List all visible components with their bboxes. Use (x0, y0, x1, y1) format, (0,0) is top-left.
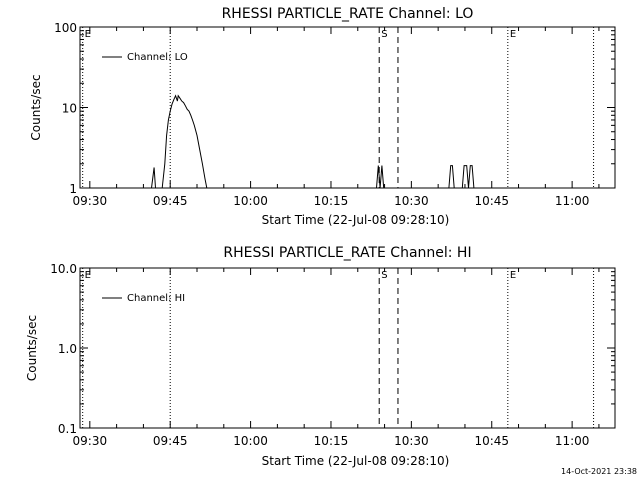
chart-2-x-axis-label: Start Time (22-Jul-08 09:28:10) (262, 454, 450, 468)
chart-1-marker-label: E (510, 29, 516, 40)
chart-1-marker-label: E (85, 29, 91, 40)
chart-1-x-tick-label: 09:45 (153, 194, 188, 208)
chart-1-legend-label: Channel: LO (127, 52, 188, 63)
chart-1-x-tick-label: 09:30 (73, 194, 108, 208)
chart-2-x-tick-label: 10:15 (314, 434, 349, 448)
chart-2-x-tick-label: 11:00 (555, 434, 590, 448)
chart-2-x-tick-label: 10:45 (474, 434, 509, 448)
chart-1-y-tick-label: 10 (62, 102, 77, 116)
chart-2-x-tick-label: 10:00 (233, 434, 268, 448)
generation-timestamp: 14-Oct-2021 23:38 (561, 467, 637, 476)
chart-1-series-line (461, 165, 475, 189)
chart-1-x-axis-label: Start Time (22-Jul-08 09:28:10) (262, 213, 450, 227)
chart-1-marker-label: S (381, 29, 387, 40)
chart-1-x-tick-label: 10:45 (474, 194, 509, 208)
chart-1-x-tick-label: 10:30 (394, 194, 429, 208)
chart-1-x-tick-label: 11:00 (555, 194, 590, 208)
chart-2-plot-frame (79, 267, 616, 429)
chart-2-y-tick-label: 10.0 (50, 262, 77, 276)
chart-1-series-line (448, 165, 455, 189)
chart-2-x-tick-label: 09:45 (153, 434, 188, 448)
chart-2-x-tick-label: 10:30 (394, 434, 429, 448)
chart-1-y-axis-label: Counts/sec (29, 74, 43, 140)
chart-2-y-tick-label: 1.0 (58, 342, 77, 356)
chart-2-marker-label: E (85, 270, 91, 281)
chart-2-marker-label: E (510, 270, 516, 281)
chart-1-series-line (161, 94, 208, 189)
chart-1-series-line (151, 167, 156, 189)
chart-1-title: RHESSI PARTICLE_RATE Channel: LO (222, 6, 474, 22)
chart-2-y-tick-label: 0.1 (58, 422, 77, 436)
chart-1-x-tick-label: 10:15 (314, 194, 349, 208)
chart-1-series-line (376, 165, 385, 189)
chart-1-y-tick-label: 100 (54, 21, 77, 35)
chart-2-y-axis-label: Counts/sec (25, 315, 39, 381)
chart-1-x-tick-label: 10:00 (233, 194, 268, 208)
chart-1-y-tick-label: 1 (69, 182, 77, 196)
chart-2-legend-label: Channel: HI (127, 293, 185, 304)
chart-2-x-tick-label: 09:30 (73, 434, 108, 448)
chart-2-title: RHESSI PARTICLE_RATE Channel: HI (223, 245, 471, 261)
chart-2-marker-label: S (381, 270, 387, 281)
